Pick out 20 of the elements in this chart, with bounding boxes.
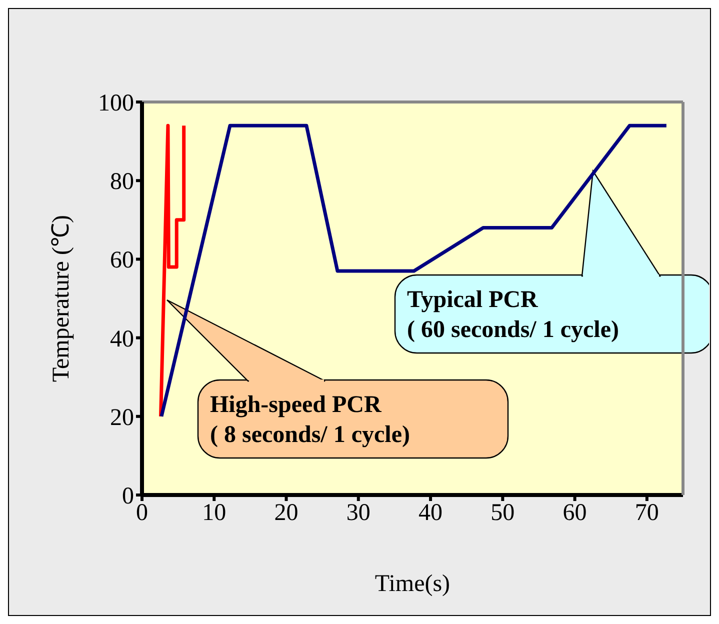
line-series	[160, 124, 668, 418]
y-tick-label: 40	[110, 326, 134, 352]
y-axis-title: Temperature (℃)	[48, 215, 75, 382]
x-axis-title: Time(s)	[374, 571, 450, 597]
x-tick-label: 50	[490, 500, 515, 526]
annotation: High-speed PCR ( 8 seconds/ 1 cycle)	[210, 392, 410, 448]
y-tick-label: 0	[122, 484, 134, 510]
x-tick-label: 60	[562, 500, 587, 526]
y-tick-label: 80	[110, 169, 134, 196]
x-tick-label: 20	[274, 500, 298, 526]
y-tick-label: 100	[98, 90, 134, 117]
y-tick-label: 20	[110, 404, 134, 431]
callout-bubble: Typical PCR ( 60 seconds/ 1 cycle)	[394, 169, 709, 354]
x-tick-label: 30	[346, 500, 370, 526]
annotation: Typical PCR ( 60 seconds/ 1 cycle)	[407, 287, 619, 343]
line-series	[159, 124, 186, 418]
x-tick-label: 10	[202, 500, 226, 526]
x-tick-label: 70	[634, 500, 659, 526]
x-tick-label: 40	[418, 500, 443, 526]
y-tick-label: 60	[110, 248, 134, 274]
